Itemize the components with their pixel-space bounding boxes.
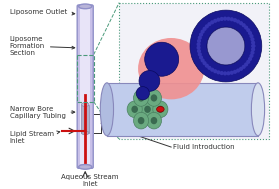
Circle shape — [145, 42, 179, 76]
Circle shape — [233, 18, 237, 22]
Circle shape — [210, 68, 214, 72]
Circle shape — [199, 33, 203, 37]
Text: Lipid Stream
Inlet: Lipid Stream Inlet — [10, 131, 60, 144]
Ellipse shape — [151, 94, 157, 101]
Ellipse shape — [144, 106, 151, 113]
Ellipse shape — [81, 103, 89, 106]
Text: Aqueous Stream
Inlet: Aqueous Stream Inlet — [61, 174, 119, 187]
Ellipse shape — [79, 4, 92, 9]
Circle shape — [210, 20, 214, 24]
Circle shape — [250, 37, 254, 41]
Text: Liposome Outlet: Liposome Outlet — [10, 9, 75, 15]
Circle shape — [251, 47, 255, 51]
Circle shape — [198, 36, 202, 40]
Circle shape — [205, 24, 209, 28]
Circle shape — [139, 70, 160, 91]
Circle shape — [196, 42, 201, 46]
Text: Narrow Bore
Capillary Tubing: Narrow Bore Capillary Tubing — [10, 106, 75, 119]
Text: Liposome
Formation
Section: Liposome Formation Section — [10, 36, 75, 56]
Circle shape — [251, 44, 255, 48]
Ellipse shape — [138, 94, 145, 101]
Circle shape — [196, 46, 201, 50]
Text: Fluid Introduction: Fluid Introduction — [173, 144, 235, 150]
Ellipse shape — [140, 101, 155, 118]
Bar — [77, 54, 94, 102]
Circle shape — [223, 71, 227, 75]
Circle shape — [203, 27, 207, 31]
Circle shape — [207, 66, 211, 70]
Circle shape — [251, 44, 255, 48]
Circle shape — [236, 68, 240, 73]
Circle shape — [201, 58, 205, 63]
Circle shape — [220, 71, 224, 75]
FancyBboxPatch shape — [77, 5, 93, 168]
Circle shape — [242, 65, 246, 69]
Ellipse shape — [79, 164, 92, 169]
Bar — [107, 83, 258, 136]
Circle shape — [207, 22, 211, 26]
Circle shape — [220, 17, 224, 21]
Circle shape — [239, 67, 243, 71]
Circle shape — [136, 87, 150, 100]
Ellipse shape — [151, 117, 157, 124]
Circle shape — [223, 17, 227, 21]
Circle shape — [242, 23, 246, 27]
Ellipse shape — [146, 90, 162, 106]
Ellipse shape — [131, 106, 138, 113]
Circle shape — [250, 51, 254, 55]
Circle shape — [246, 60, 250, 64]
Circle shape — [205, 64, 209, 68]
Circle shape — [249, 34, 254, 38]
Circle shape — [199, 55, 203, 60]
Ellipse shape — [81, 131, 89, 135]
Ellipse shape — [153, 101, 168, 118]
Ellipse shape — [146, 112, 162, 129]
Circle shape — [230, 71, 234, 75]
Circle shape — [246, 28, 250, 32]
Circle shape — [226, 17, 230, 21]
Circle shape — [226, 71, 230, 75]
Circle shape — [249, 54, 254, 58]
Ellipse shape — [157, 106, 164, 113]
Circle shape — [233, 70, 237, 74]
Bar — [81, 105, 89, 133]
Ellipse shape — [134, 90, 149, 106]
Bar — [80, 9, 90, 164]
Ellipse shape — [134, 112, 149, 129]
Circle shape — [197, 49, 201, 53]
Circle shape — [244, 62, 248, 67]
Ellipse shape — [100, 83, 114, 136]
Circle shape — [251, 41, 255, 45]
Circle shape — [230, 17, 234, 21]
Circle shape — [201, 29, 205, 34]
Ellipse shape — [157, 106, 164, 112]
Circle shape — [213, 69, 217, 73]
Circle shape — [216, 70, 220, 74]
Ellipse shape — [251, 83, 264, 136]
Circle shape — [198, 52, 202, 56]
Circle shape — [213, 19, 217, 23]
Circle shape — [244, 26, 248, 30]
Circle shape — [207, 27, 245, 65]
Circle shape — [239, 21, 243, 25]
Circle shape — [197, 39, 201, 43]
Ellipse shape — [138, 38, 204, 99]
Wedge shape — [190, 10, 262, 82]
Circle shape — [203, 61, 207, 65]
Ellipse shape — [138, 117, 145, 124]
Bar — [119, 3, 269, 139]
Circle shape — [248, 57, 252, 61]
Circle shape — [216, 18, 220, 22]
Circle shape — [236, 19, 240, 24]
Ellipse shape — [127, 101, 142, 118]
Circle shape — [248, 31, 252, 35]
